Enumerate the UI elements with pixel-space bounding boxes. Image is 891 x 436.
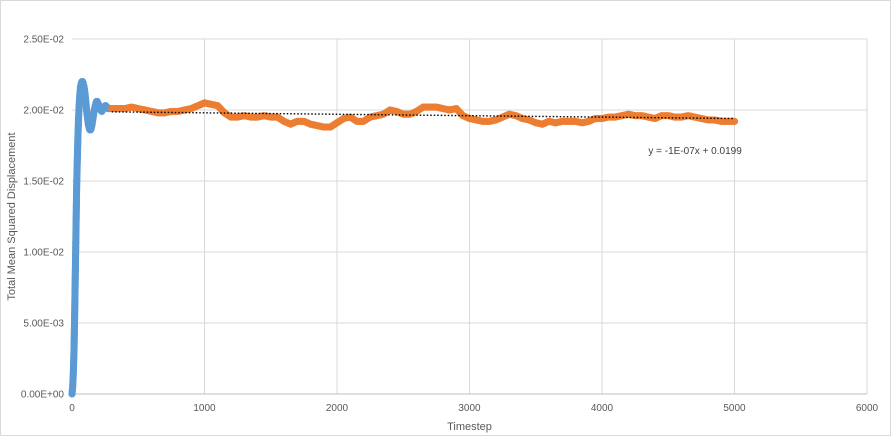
- x-tick-label: 6000: [856, 403, 879, 414]
- y-tick-label: 0.00E+00: [21, 390, 65, 401]
- y-tick-label: 2.50E-02: [23, 35, 64, 46]
- y-tick-label: 1.50E-02: [23, 177, 64, 188]
- y-tick-label: 1.00E-02: [23, 248, 64, 259]
- x-tick-label: 3000: [458, 403, 481, 414]
- gridlines: [72, 38, 868, 394]
- trendline: [111, 111, 735, 120]
- x-axis-ticks: 0 1000 2000 3000 4000 5000 6000: [69, 403, 878, 414]
- x-tick-label: 5000: [723, 403, 746, 414]
- series-2: [108, 99, 739, 131]
- series-1: [68, 78, 115, 398]
- x-tick-label: 1000: [193, 403, 216, 414]
- data-point: [730, 117, 739, 125]
- y-axis-ticks: 0.00E+00 5.00E-03 1.00E-02 1.50E-02 2.00E-02…: [21, 35, 65, 401]
- y-tick-label: 5.00E-03: [23, 319, 64, 330]
- x-tick-label: 4000: [591, 403, 614, 414]
- data-series: [68, 78, 739, 398]
- trendline-equation: y = -1E-07x + 0.0199: [648, 146, 742, 157]
- x-tick-label: 2000: [326, 403, 349, 414]
- y-tick-label: 2.00E-02: [23, 106, 64, 117]
- x-axis-title: Timestep: [447, 421, 492, 433]
- x-tick-label: 0: [69, 403, 75, 414]
- y-axis-title: Total Mean Squared Displacement: [6, 132, 18, 300]
